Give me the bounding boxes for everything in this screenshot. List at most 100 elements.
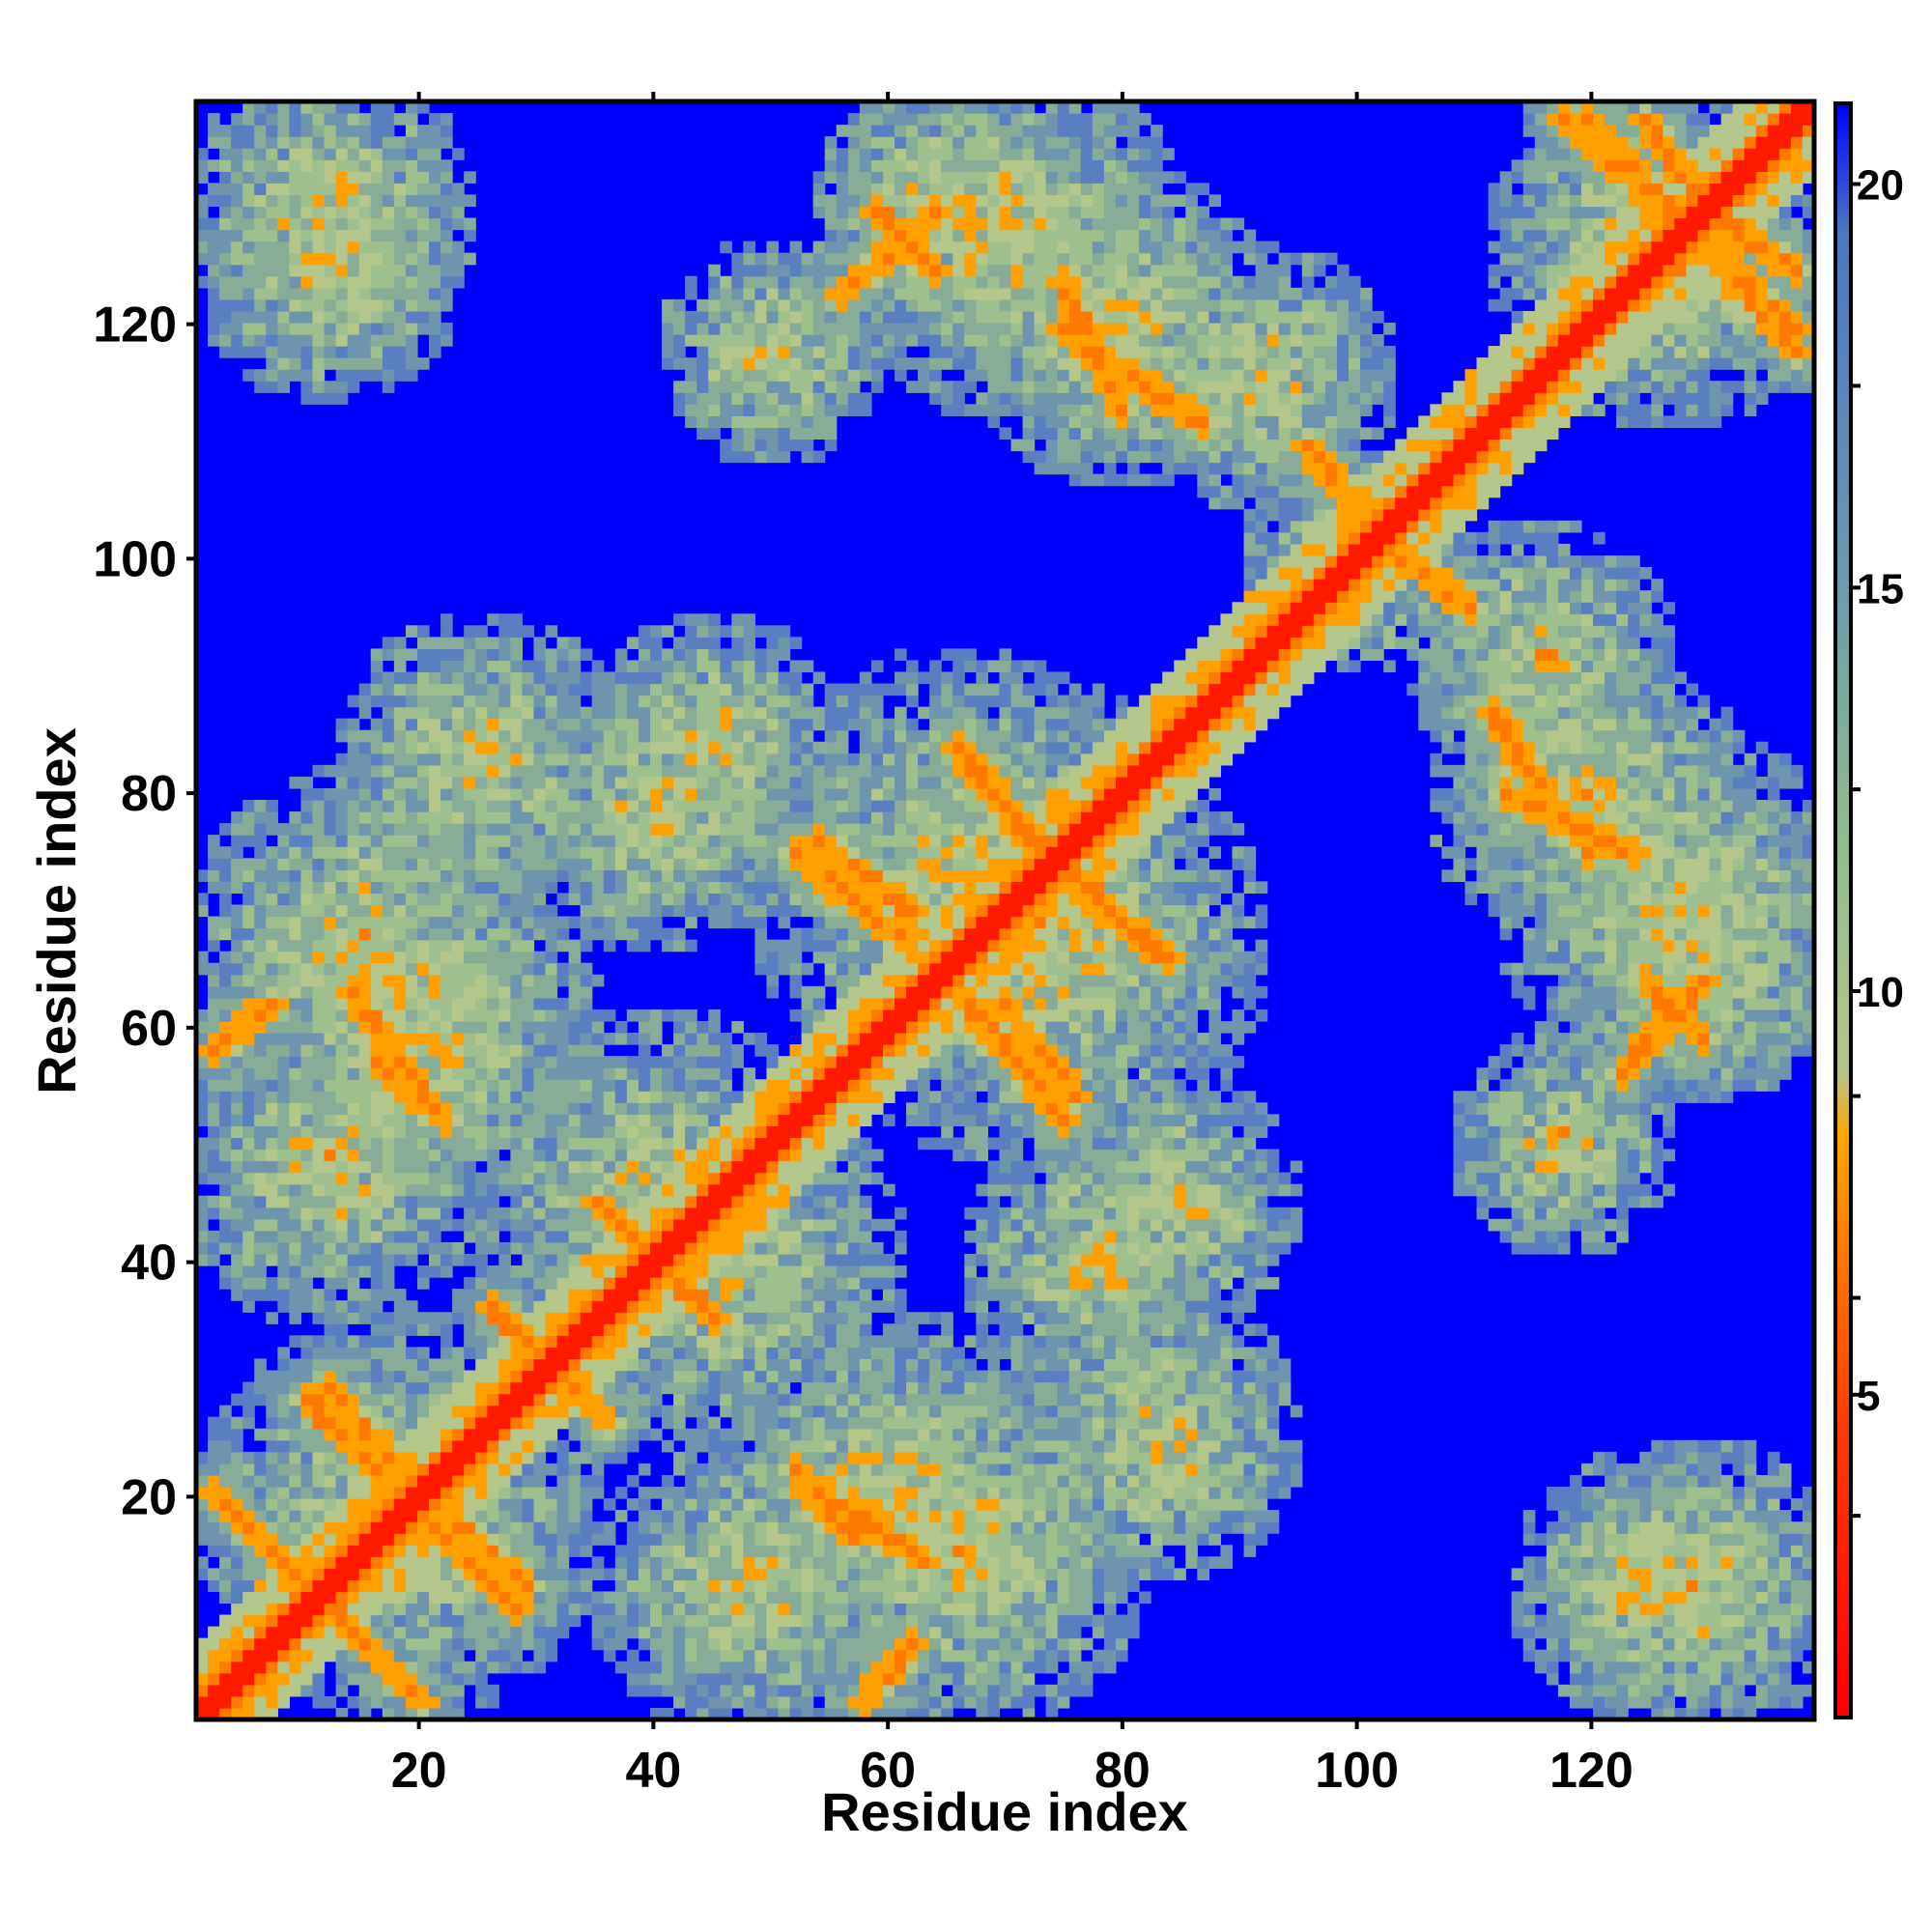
heatmap-cell xyxy=(685,381,697,393)
heatmap-cell xyxy=(743,1230,756,1243)
heatmap-cell xyxy=(277,334,290,347)
heatmap-cell xyxy=(696,1102,709,1115)
heatmap-cell xyxy=(673,1591,686,1605)
heatmap-cell xyxy=(254,1102,267,1115)
heatmap-cell xyxy=(789,1545,803,1557)
heatmap-cell xyxy=(231,1125,243,1139)
heatmap-cell xyxy=(778,1637,791,1651)
heatmap-cell xyxy=(300,1067,314,1080)
heatmap-cell xyxy=(591,1358,605,1372)
heatmap-cell xyxy=(533,1020,547,1034)
heatmap-cell xyxy=(370,764,384,778)
heatmap-cell xyxy=(498,1009,511,1022)
heatmap-cell xyxy=(416,823,430,836)
heatmap-cell xyxy=(312,846,326,859)
heatmap-cell xyxy=(603,800,616,812)
heatmap-cell xyxy=(662,1009,674,1022)
heatmap-cell xyxy=(393,357,407,370)
heatmap-cell xyxy=(778,753,791,766)
heatmap-cell xyxy=(393,275,407,289)
heatmap-cell xyxy=(382,1591,395,1605)
heatmap-cell xyxy=(626,1207,639,1220)
heatmap-cell xyxy=(370,1416,384,1430)
heatmap-cell xyxy=(208,1416,220,1430)
heatmap-cell xyxy=(801,869,814,882)
heatmap-cell xyxy=(580,869,593,882)
heatmap-cell xyxy=(266,229,278,242)
heatmap-cell xyxy=(766,1707,780,1720)
heatmap-cell xyxy=(662,1114,674,1127)
heatmap-cell xyxy=(219,1009,232,1022)
heatmap-cell xyxy=(580,1160,593,1174)
heatmap-cell xyxy=(335,1300,349,1313)
heatmap-cell xyxy=(533,811,547,824)
heatmap-cell xyxy=(300,951,314,964)
heatmap-cell xyxy=(789,1312,803,1324)
heatmap-cell xyxy=(300,985,314,999)
heatmap-cell xyxy=(370,310,384,324)
heatmap-cell xyxy=(708,415,721,429)
heatmap-cell xyxy=(464,753,476,766)
heatmap-cell xyxy=(801,718,814,731)
heatmap-cell xyxy=(568,1067,582,1080)
heatmap-cell xyxy=(300,1545,314,1557)
heatmap-cell xyxy=(626,1591,639,1605)
heatmap-cell xyxy=(370,1603,384,1616)
heatmap-cell xyxy=(522,1637,535,1651)
heatmap-cell xyxy=(696,718,709,731)
heatmap-cell xyxy=(603,823,616,836)
heatmap-cell xyxy=(358,159,372,172)
heatmap-cell xyxy=(754,1439,768,1453)
heatmap-cell xyxy=(405,916,418,929)
heatmap-cell xyxy=(231,1451,243,1464)
heatmap-cell xyxy=(638,1241,651,1255)
heatmap-cell xyxy=(731,823,744,836)
heatmap-cell xyxy=(696,1265,709,1278)
heatmap-cell xyxy=(591,1591,605,1605)
heatmap-cell xyxy=(778,1707,791,1720)
heatmap-cell xyxy=(429,1183,441,1197)
heatmap-cell xyxy=(638,695,651,708)
heatmap-cell xyxy=(487,1125,499,1139)
heatmap-cell xyxy=(673,357,686,370)
heatmap-cell xyxy=(440,1533,453,1546)
heatmap-cell xyxy=(382,171,395,184)
heatmap-cell xyxy=(266,148,278,160)
heatmap-cell xyxy=(778,811,791,824)
heatmap-cell xyxy=(231,985,243,999)
heatmap-cell xyxy=(300,252,314,266)
heatmap-cell xyxy=(231,1579,243,1593)
heatmap-cell xyxy=(347,800,360,812)
heatmap-cell xyxy=(358,881,372,895)
heatmap-cell xyxy=(335,1125,349,1139)
heatmap-cell xyxy=(626,683,639,696)
heatmap-cell xyxy=(429,1416,441,1430)
heatmap-cell xyxy=(358,1637,372,1651)
heatmap-cell xyxy=(335,1626,349,1639)
heatmap-cell xyxy=(603,753,616,766)
heatmap-cell xyxy=(743,1114,756,1127)
heatmap-cell xyxy=(801,1603,814,1616)
heatmap-cell xyxy=(208,1207,220,1220)
heatmap-cell xyxy=(568,1533,582,1546)
heatmap-cell xyxy=(370,1125,384,1139)
heatmap-cell xyxy=(382,287,395,300)
heatmap-cell xyxy=(300,1439,314,1453)
heatmap-cell xyxy=(475,1579,488,1593)
heatmap-cell xyxy=(277,1568,290,1580)
heatmap-cell xyxy=(347,346,360,358)
heatmap-cell xyxy=(266,310,278,324)
heatmap-cell xyxy=(789,1579,803,1593)
heatmap-cell xyxy=(510,1323,524,1336)
heatmap-cell xyxy=(487,1241,499,1255)
heatmap-cell xyxy=(440,951,453,964)
heatmap-cell xyxy=(358,113,372,126)
heatmap-cell xyxy=(789,310,803,324)
heatmap-cell xyxy=(778,346,791,358)
heatmap-cell xyxy=(335,1079,349,1092)
heatmap-cell xyxy=(626,1218,639,1232)
heatmap-cell xyxy=(312,1033,326,1045)
heatmap-cell xyxy=(498,753,511,766)
heatmap-cell xyxy=(335,927,349,941)
heatmap-cell xyxy=(487,881,499,895)
